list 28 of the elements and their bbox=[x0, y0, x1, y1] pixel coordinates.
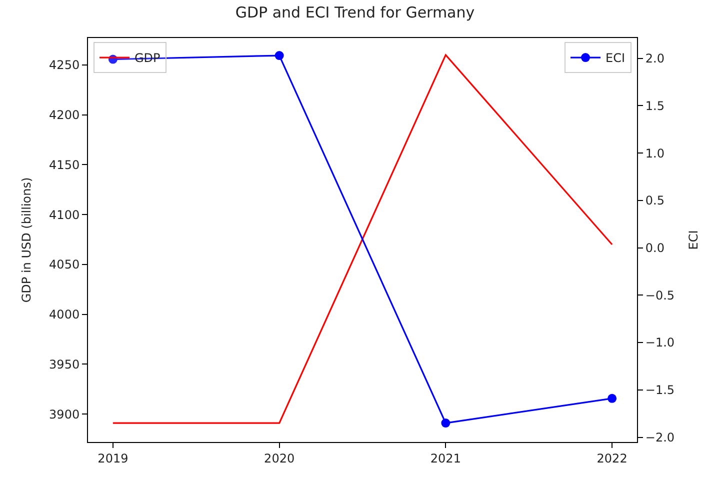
y2-tick-label: −1.5 bbox=[645, 383, 675, 398]
chart-title: GDP and ECI Trend for Germany bbox=[235, 4, 475, 22]
y-tick-label: 4100 bbox=[49, 208, 80, 222]
y-tick-label: 4150 bbox=[49, 158, 80, 172]
x-tick-label: 2021 bbox=[430, 451, 461, 466]
y-tick-label: 4050 bbox=[49, 258, 80, 272]
legend-label: ECI bbox=[606, 51, 626, 66]
point bbox=[608, 394, 617, 403]
y-tick-label: 3900 bbox=[49, 407, 80, 422]
y2-tick-label: 1.5 bbox=[645, 98, 664, 113]
y2-tick-label: −1.0 bbox=[645, 336, 675, 350]
y2-tick-label: 2.0 bbox=[645, 52, 664, 66]
y-tick-label: 3950 bbox=[49, 357, 80, 372]
y2-tick-label: −0.5 bbox=[645, 288, 675, 302]
y-axis-title: GDP in USD (billions) bbox=[19, 177, 34, 303]
y2-tick-label: 0.0 bbox=[645, 241, 664, 256]
y2-tick-label: 0.5 bbox=[645, 194, 664, 208]
point bbox=[274, 51, 284, 60]
y-tick-label: 4000 bbox=[49, 308, 80, 322]
x-tick-label: 2022 bbox=[596, 451, 628, 466]
x-tick-label: 2020 bbox=[264, 451, 295, 466]
y-tick-label: 4200 bbox=[49, 108, 80, 122]
y2-axis-title: ECI bbox=[686, 230, 700, 250]
x-tick-label: 2019 bbox=[98, 451, 128, 466]
y2-tick-label: −2.0 bbox=[645, 430, 675, 444]
point bbox=[441, 418, 450, 428]
y2-tick-label: 1.0 bbox=[645, 146, 664, 160]
y-tick-label: 4250 bbox=[49, 58, 80, 72]
